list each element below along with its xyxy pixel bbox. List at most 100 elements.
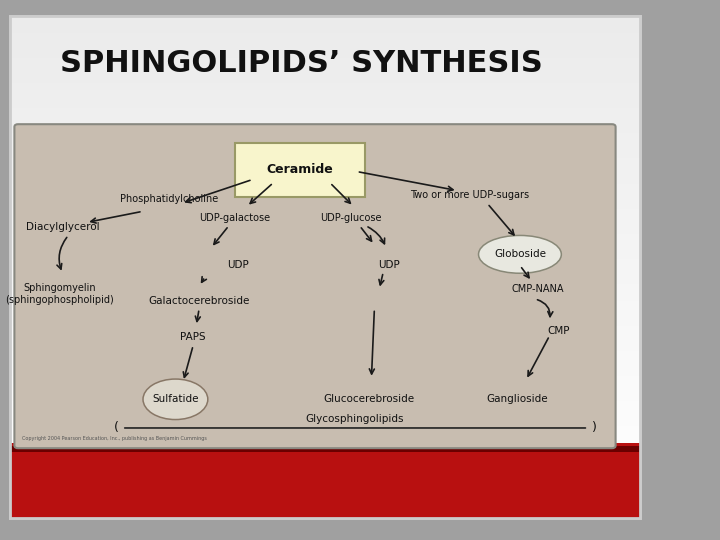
Bar (10, 16, 640, 518)
Bar (10, 360, 640, 368)
Bar (10, 158, 640, 167)
Bar (10, 125, 640, 133)
Bar (10, 242, 640, 251)
Bar (10, 409, 640, 418)
Bar (10, 184, 640, 192)
Bar (10, 446, 640, 452)
FancyArrowPatch shape (195, 311, 200, 321)
Bar (10, 150, 640, 159)
Text: Phosphatidylcholine: Phosphatidylcholine (120, 193, 219, 204)
Bar (10, 33, 640, 41)
Bar (10, 401, 640, 409)
Text: UDP: UDP (227, 260, 248, 271)
FancyArrowPatch shape (379, 274, 384, 285)
Bar (10, 16, 640, 518)
FancyArrowPatch shape (332, 185, 351, 203)
Text: Ceramide: Ceramide (267, 164, 333, 177)
Bar (10, 443, 640, 451)
Bar (10, 326, 640, 334)
Text: UDP: UDP (379, 260, 400, 271)
FancyArrowPatch shape (528, 338, 549, 376)
FancyArrowPatch shape (521, 268, 529, 278)
Bar (10, 334, 640, 342)
FancyArrowPatch shape (368, 227, 384, 244)
Text: Glycosphingolipids: Glycosphingolipids (306, 414, 405, 424)
Text: Globoside: Globoside (494, 249, 546, 259)
Bar (10, 368, 640, 376)
Bar (10, 384, 640, 393)
Text: UDP-glucose: UDP-glucose (320, 213, 382, 222)
Bar (10, 16, 640, 24)
Bar (10, 301, 640, 309)
FancyArrowPatch shape (184, 348, 192, 377)
Bar (10, 427, 640, 435)
Bar (10, 342, 640, 351)
Bar (10, 24, 640, 33)
Bar (10, 267, 640, 275)
Bar (10, 91, 640, 100)
Text: Sphingomyelin
(sphingophospholipid): Sphingomyelin (sphingophospholipid) (5, 284, 114, 305)
Bar (10, 460, 640, 468)
Bar (10, 175, 640, 184)
Bar (10, 502, 640, 510)
Text: Glucocerebroside: Glucocerebroside (323, 394, 414, 404)
Text: (: ( (114, 422, 118, 435)
Text: SPHINGOLIPIDS’ SYNTHESIS: SPHINGOLIPIDS’ SYNTHESIS (60, 49, 543, 78)
Text: Sulfatide: Sulfatide (152, 394, 199, 404)
Bar (10, 451, 640, 460)
FancyArrowPatch shape (214, 228, 227, 244)
Bar (10, 226, 640, 234)
Bar (10, 167, 640, 175)
Bar (10, 234, 640, 242)
Bar (10, 58, 640, 66)
FancyArrowPatch shape (57, 238, 67, 269)
FancyArrowPatch shape (369, 311, 374, 374)
FancyArrowPatch shape (186, 180, 250, 202)
Text: Two or more UDP-sugars: Two or more UDP-sugars (410, 191, 529, 200)
Text: PAPS: PAPS (181, 332, 206, 342)
Text: CMP: CMP (547, 326, 570, 336)
FancyBboxPatch shape (235, 143, 365, 197)
Text: CMP-NANA: CMP-NANA (511, 285, 564, 294)
Bar (10, 485, 640, 494)
Bar (10, 75, 640, 83)
Bar (10, 83, 640, 91)
Bar (10, 351, 640, 360)
Ellipse shape (479, 235, 562, 273)
FancyArrowPatch shape (250, 185, 271, 204)
Bar (10, 41, 640, 50)
Bar (10, 200, 640, 208)
Bar (10, 318, 640, 326)
FancyArrowPatch shape (202, 276, 207, 282)
Bar (10, 208, 640, 217)
Bar (10, 393, 640, 401)
FancyBboxPatch shape (14, 124, 616, 448)
Bar (10, 50, 640, 58)
Bar (10, 259, 640, 267)
FancyArrowPatch shape (537, 300, 553, 316)
FancyArrowPatch shape (489, 206, 514, 235)
Bar (10, 100, 640, 108)
FancyArrowPatch shape (359, 172, 453, 191)
Text: Diacylglycerol: Diacylglycerol (26, 222, 99, 232)
Bar (10, 309, 640, 318)
Text: ): ) (592, 422, 597, 435)
FancyArrowPatch shape (361, 228, 372, 241)
Bar (10, 476, 640, 485)
Bar (10, 494, 640, 502)
Bar (10, 141, 640, 150)
Bar (10, 117, 640, 125)
Text: Ganglioside: Ganglioside (486, 394, 548, 404)
Bar (10, 108, 640, 117)
Bar (10, 510, 640, 518)
FancyArrowPatch shape (91, 212, 140, 223)
Bar (10, 443, 640, 518)
Bar (10, 376, 640, 384)
Text: Galactocerebroside: Galactocerebroside (148, 295, 250, 306)
Bar (10, 192, 640, 200)
Bar (10, 293, 640, 301)
Ellipse shape (143, 379, 208, 420)
Text: Copyright 2004 Pearson Education, Inc., publishing as Benjamin Cummings: Copyright 2004 Pearson Education, Inc., … (22, 436, 207, 441)
Bar (10, 284, 640, 293)
Bar (10, 435, 640, 443)
